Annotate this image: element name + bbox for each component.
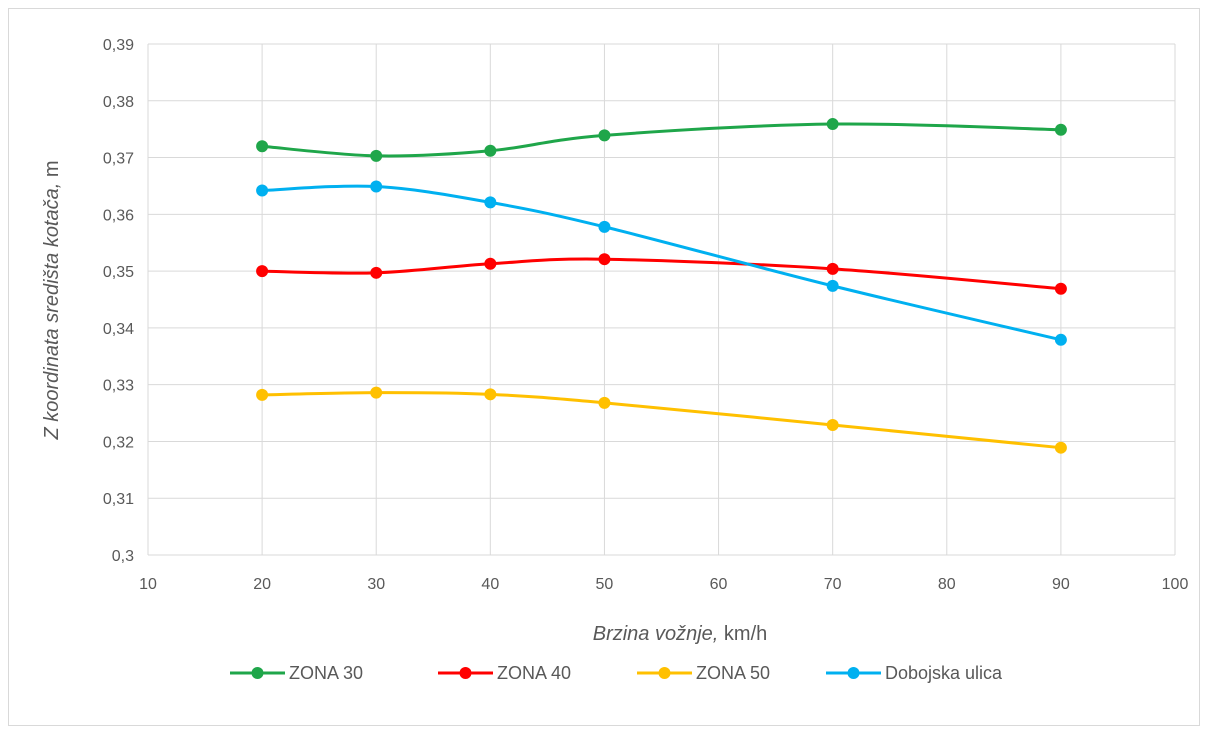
x-axis-title-unit: km/h — [718, 623, 767, 645]
legend-label-zona-30: ZONA 30 — [289, 663, 363, 683]
data-point-zona-40 — [484, 257, 497, 270]
data-point-dobojska-ulica — [1054, 333, 1067, 346]
data-point-dobojska-ulica — [256, 184, 269, 197]
data-point-zona-40 — [256, 265, 269, 278]
data-point-zona-30 — [826, 118, 839, 131]
y-tick-label: 0,36 — [103, 207, 134, 224]
data-point-zona-30 — [1054, 123, 1067, 136]
legend-marker-zona-50 — [658, 667, 671, 679]
series-line-zona-30 — [261, 122, 1061, 158]
x-tick-label: 100 — [1162, 576, 1189, 593]
data-point-zona-30 — [370, 149, 383, 162]
legend-marker-zona-40 — [459, 667, 472, 679]
x-tick-label: 50 — [596, 576, 614, 593]
data-point-zona-30 — [484, 144, 497, 157]
legend-label-zona-40: ZONA 40 — [497, 663, 571, 683]
y-tick-label: 0,37 — [103, 151, 134, 168]
x-axis-title-main: Brzina vožnje, — [593, 623, 719, 645]
x-tick-label: 60 — [710, 576, 728, 593]
y-axis-title-main: Z koordinata središta kotača, — [41, 183, 63, 441]
data-point-zona-50 — [826, 418, 839, 431]
legend-label-zona-50: ZONA 50 — [696, 663, 770, 683]
legend: ZONA 30 ZONA 40 ZONA 50 Dobojska ulica — [230, 663, 1003, 683]
x-tick-label: 80 — [938, 576, 956, 593]
legend-label-dobojska-ulica: Dobojska ulica — [885, 663, 1003, 683]
y-tick-label: 0,39 — [103, 37, 134, 54]
legend-marker-dobojska-ulica — [847, 667, 860, 679]
grid-lines — [147, 43, 1176, 556]
data-point-dobojska-ulica — [598, 220, 611, 233]
y-tick-label: 0,31 — [103, 491, 134, 508]
series-line-dobojska-ulica — [262, 184, 1062, 342]
data-point-zona-40 — [598, 253, 611, 266]
data-point-zona-50 — [484, 388, 497, 401]
y-axis-title-unit: m — [41, 160, 63, 182]
x-axis-title: Brzina vožnje, km/h — [593, 623, 768, 645]
data-point-zona-50 — [256, 388, 269, 401]
y-axis-ticks: 0,3 0,31 0,32 0,33 0,34 0,35 0,36 0,37 0,38 0,39 — [103, 37, 134, 565]
x-tick-label: 90 — [1052, 576, 1070, 593]
y-tick-label: 0,33 — [103, 378, 134, 395]
y-tick-label: 0,35 — [103, 264, 134, 281]
y-tick-label: 0,34 — [103, 321, 134, 338]
y-tick-label: 0,32 — [103, 434, 134, 451]
data-point-zona-40 — [826, 262, 839, 275]
data-point-zona-40 — [370, 266, 383, 279]
x-tick-label: 70 — [824, 576, 842, 593]
data-point-dobojska-ulica — [370, 180, 383, 193]
y-tick-label: 0,38 — [103, 94, 134, 111]
data-point-zona-30 — [598, 129, 611, 142]
data-point-zona-50 — [598, 396, 611, 409]
x-tick-label: 40 — [481, 576, 499, 593]
data-point-dobojska-ulica — [484, 196, 497, 209]
data-point-dobojska-ulica — [826, 279, 839, 292]
series-lines — [261, 122, 1062, 450]
data-point-zona-50 — [1054, 441, 1067, 454]
y-tick-label: 0,3 — [112, 548, 134, 565]
data-point-zona-50 — [370, 386, 383, 399]
x-tick-label: 10 — [139, 576, 157, 593]
x-tick-label: 20 — [253, 576, 271, 593]
legend-marker-zona-30 — [251, 667, 264, 679]
series-line-zona-50 — [262, 391, 1062, 450]
x-tick-label: 30 — [367, 576, 385, 593]
y-axis-title: Z koordinata središta kotača, m — [41, 160, 63, 440]
x-axis-ticks: 10 20 30 40 50 60 70 80 90 100 — [139, 576, 1188, 593]
data-point-zona-30 — [256, 140, 269, 153]
series-markers — [256, 118, 1067, 454]
data-point-zona-40 — [1054, 282, 1067, 295]
